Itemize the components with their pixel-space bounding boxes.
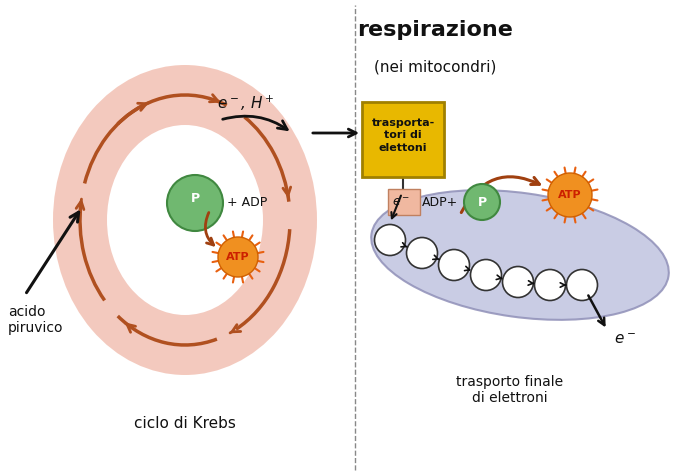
Text: trasporto finale
di elettroni: trasporto finale di elettroni (457, 375, 563, 405)
Circle shape (374, 225, 406, 256)
Text: + ADP: + ADP (227, 197, 267, 209)
Circle shape (167, 175, 223, 231)
Text: acido
piruvico: acido piruvico (8, 305, 64, 335)
Text: $e^-$: $e^-$ (614, 332, 636, 348)
FancyBboxPatch shape (362, 102, 444, 177)
Text: respirazione: respirazione (357, 20, 513, 40)
Ellipse shape (53, 65, 317, 375)
Text: trasporta-
tori di
elettoni: trasporta- tori di elettoni (372, 118, 435, 153)
Circle shape (502, 266, 534, 297)
Circle shape (218, 237, 258, 277)
Circle shape (406, 238, 437, 268)
Text: ATP: ATP (558, 190, 582, 200)
Circle shape (548, 173, 592, 217)
FancyBboxPatch shape (388, 189, 420, 215)
Circle shape (439, 249, 469, 281)
Circle shape (471, 259, 502, 291)
Text: P: P (190, 192, 199, 206)
Text: $e^-$, H$^+$: $e^-$, H$^+$ (217, 94, 273, 113)
Text: ATP: ATP (226, 252, 250, 262)
Ellipse shape (107, 125, 263, 315)
Text: ADP+: ADP+ (422, 196, 458, 209)
Text: P: P (477, 196, 486, 209)
Text: (nei mitocondri): (nei mitocondri) (374, 60, 496, 75)
Text: $e^-$: $e^-$ (392, 196, 410, 209)
Circle shape (567, 269, 597, 301)
Circle shape (464, 184, 500, 220)
Text: ciclo di Krebs: ciclo di Krebs (134, 416, 236, 430)
Circle shape (534, 269, 565, 301)
Ellipse shape (371, 190, 668, 320)
